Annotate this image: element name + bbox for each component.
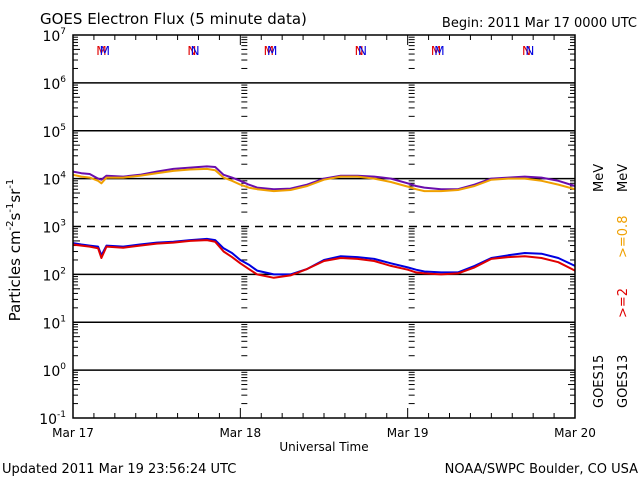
y-tick-exp: 0	[60, 362, 66, 372]
legend-energy-08: >=0.8	[616, 216, 631, 258]
y-tick-base: 10	[42, 29, 60, 45]
y-tick-base: 10	[42, 125, 60, 141]
y-tick-label: 100	[42, 362, 66, 380]
y-tick-exp: 4	[60, 171, 66, 181]
mn-marker: N	[522, 44, 531, 58]
y-tick-base: 10	[42, 316, 60, 332]
y-tick-label: 106	[42, 75, 66, 93]
y-tick-label: 101	[42, 314, 66, 332]
legend-mev-2: MeV	[616, 164, 631, 192]
y-tick-base: 10	[39, 412, 57, 428]
mn-marker: M	[431, 44, 441, 58]
series-lines	[72, 165, 576, 279]
legend-mev-1: MeV	[592, 164, 607, 192]
mn-marker: N	[187, 44, 196, 58]
series-line	[72, 237, 576, 276]
y-tick-base: 10	[42, 268, 60, 284]
mn-marker: M	[100, 44, 110, 58]
grid-lines	[73, 82, 575, 371]
y-tick-label: 105	[42, 123, 66, 141]
mn-markers: MM NN MM NN MM NN	[96, 44, 534, 58]
mn-marker: M	[267, 44, 277, 58]
updated-timestamp: Updated 2011 Mar 19 23:56:24 UTC	[2, 462, 236, 477]
y-tick-exp: 5	[60, 123, 66, 133]
y-axis-label-sr: sr	[6, 188, 24, 203]
x-tick-label: Mar 18	[219, 426, 261, 440]
y-tick-base: 10	[42, 364, 60, 380]
y-tick-exp: 7	[60, 27, 66, 37]
y-axis-label-sup1: -2	[5, 220, 16, 230]
y-tick-exp: 3	[60, 219, 66, 229]
y-tick-label: 103	[42, 219, 66, 237]
x-tick-label: Mar 17	[52, 426, 94, 440]
y-tick-label: 107	[42, 27, 66, 45]
y-tick-exp: -1	[57, 410, 66, 420]
y-axis-label-s: s	[6, 212, 24, 220]
mn-marker: N	[358, 44, 367, 58]
legend: MeV MeV >=0.8 >=2 GOES15 GOES13	[592, 164, 631, 408]
chart-title: GOES Electron Flux (5 minute data)	[40, 10, 307, 28]
y-tick-exp: 6	[60, 75, 66, 85]
y-tick-base: 10	[42, 77, 60, 93]
y-tick-base: 10	[42, 221, 60, 237]
mn-marker: M	[264, 44, 274, 58]
x-tick-label: Mar 20	[554, 426, 596, 440]
legend-goes15: GOES15	[592, 355, 607, 408]
series-line	[72, 239, 576, 279]
mn-marker: N	[355, 44, 364, 58]
x-tick-label: Mar 19	[387, 426, 429, 440]
x-axis-label: Universal Time	[279, 440, 368, 454]
y-axis-label-sup3: -1	[5, 179, 16, 189]
mn-marker: M	[96, 44, 106, 58]
y-axis-label-main: Particles cm	[6, 230, 24, 321]
y-tick-exp: 2	[60, 266, 66, 276]
y-tick-label: 102	[42, 266, 66, 284]
mn-marker: N	[191, 44, 200, 58]
legend-goes13: GOES13	[616, 355, 631, 408]
source-label: NOAA/SWPC Boulder, CO USA	[445, 462, 638, 477]
mn-marker: M	[434, 44, 444, 58]
x-tick-labels: Mar 17 Mar 18 Mar 19 Mar 20	[52, 426, 596, 440]
plot-frame	[72, 34, 576, 419]
series-line	[72, 167, 576, 193]
series-line	[72, 165, 576, 191]
y-tick-label: 104	[42, 171, 66, 189]
y-tick-exp: 1	[60, 314, 66, 324]
y-axis-label: Particles cm-2s-1sr-1	[5, 179, 24, 322]
mn-marker: N	[525, 44, 534, 58]
legend-energy-2: >=2	[616, 288, 631, 318]
y-tick-label: 10-1	[39, 410, 66, 428]
y-tick-base: 10	[42, 173, 60, 189]
y-axis-label-sup2: -1	[5, 203, 16, 213]
begin-label: Begin: 2011 Mar 17 0000 UTC	[442, 16, 637, 31]
